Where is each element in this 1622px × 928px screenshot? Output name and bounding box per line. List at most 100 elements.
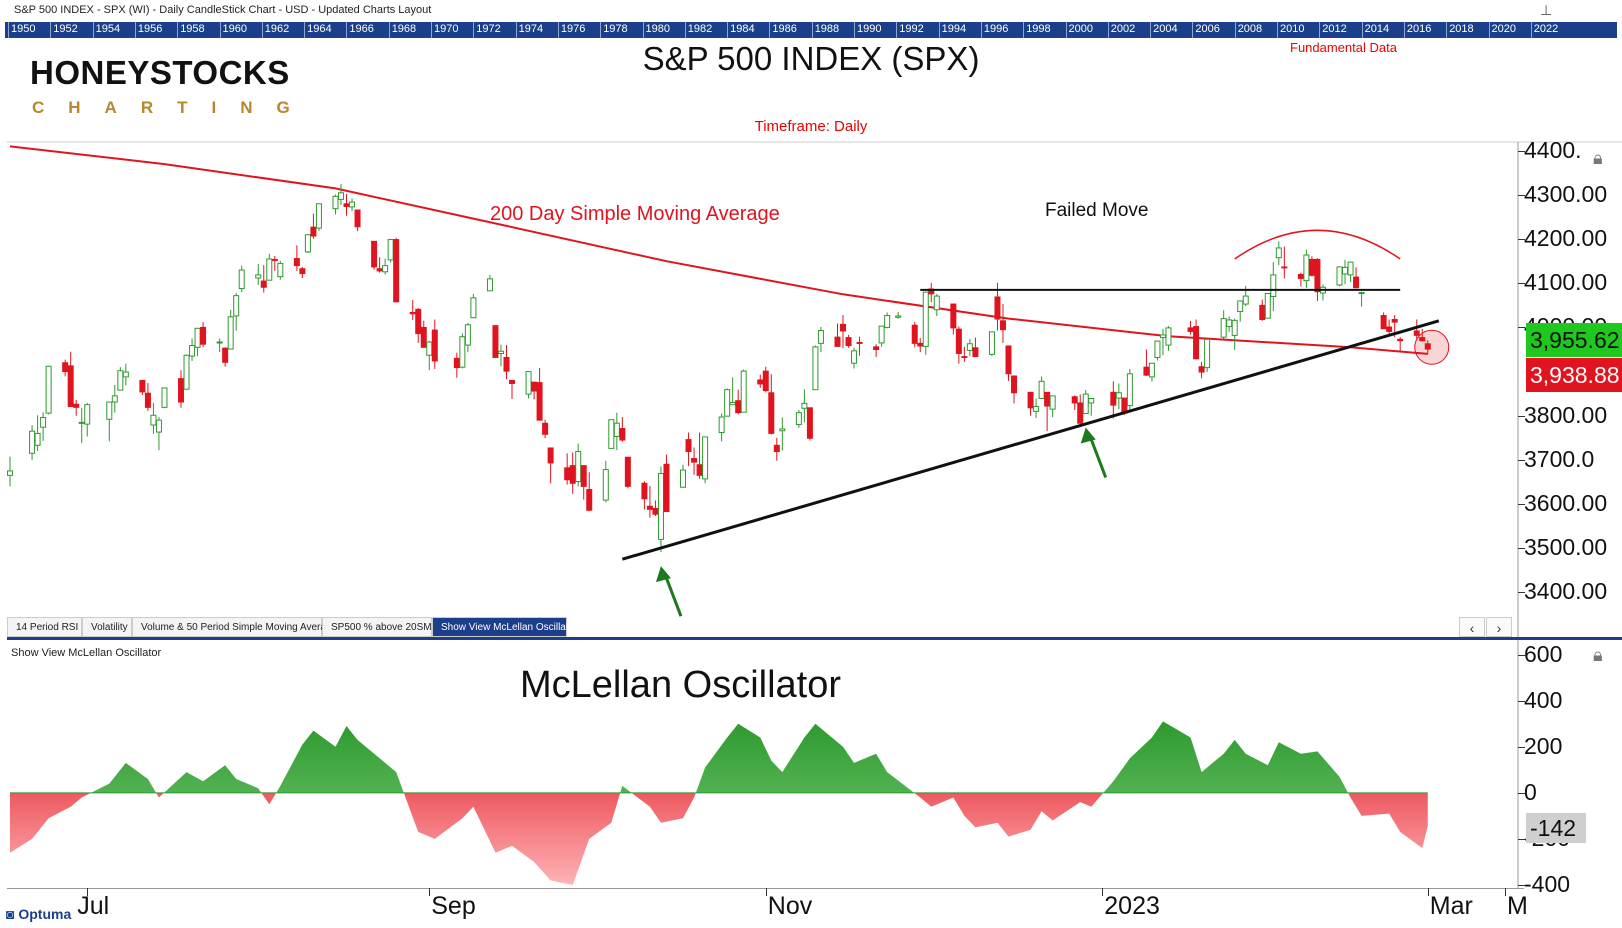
candle[interactable] <box>680 464 687 488</box>
candle[interactable] <box>1115 383 1122 410</box>
candle[interactable] <box>1154 340 1161 361</box>
year-label[interactable]: 1970 <box>434 23 459 35</box>
candle[interactable] <box>1220 310 1227 340</box>
candle[interactable] <box>691 447 698 475</box>
candle[interactable] <box>1342 259 1349 285</box>
candle[interactable] <box>117 367 124 391</box>
year-label[interactable]: 2020 <box>1491 23 1516 35</box>
candle[interactable] <box>382 258 389 275</box>
candle[interactable] <box>1226 316 1233 332</box>
year-label[interactable]: 2012 <box>1322 23 1347 35</box>
candle[interactable] <box>1308 256 1315 277</box>
candle[interactable] <box>724 388 731 417</box>
lock-icon[interactable]: 🔒︎ <box>1593 148 1603 168</box>
panel-divider[interactable] <box>7 637 1622 640</box>
candle[interactable] <box>67 351 74 407</box>
candle[interactable] <box>795 409 802 428</box>
year-label[interactable]: 2016 <box>1406 23 1432 35</box>
candle[interactable] <box>608 419 615 449</box>
candle[interactable] <box>817 326 824 353</box>
candle[interactable] <box>293 245 300 271</box>
candle[interactable] <box>988 331 995 357</box>
candle[interactable] <box>928 282 935 303</box>
candle[interactable] <box>1353 267 1360 289</box>
year-label[interactable]: 1978 <box>603 23 628 35</box>
candle[interactable] <box>503 345 510 380</box>
candle[interactable] <box>40 412 47 441</box>
candle[interactable] <box>459 333 466 369</box>
candle[interactable] <box>663 454 670 513</box>
candle[interactable] <box>431 319 438 369</box>
candle[interactable] <box>972 337 979 358</box>
year-label[interactable]: 1966 <box>349 23 374 35</box>
candle[interactable] <box>1038 376 1045 400</box>
candle[interactable] <box>873 344 880 358</box>
year-label[interactable]: 1968 <box>391 23 417 35</box>
year-label[interactable]: 1952 <box>53 23 78 35</box>
candle[interactable] <box>547 447 554 484</box>
candle[interactable] <box>757 374 764 388</box>
year-label[interactable]: 1992 <box>899 23 924 35</box>
indicator-tab[interactable]: Volatility <box>82 617 132 637</box>
candle[interactable] <box>773 437 780 461</box>
candle[interactable] <box>409 300 416 320</box>
candle[interactable] <box>492 325 499 358</box>
candle[interactable] <box>580 465 587 500</box>
candle[interactable] <box>840 315 847 349</box>
candle[interactable] <box>1187 320 1194 335</box>
candle[interactable] <box>106 401 113 442</box>
candle[interactable] <box>575 443 582 487</box>
candle[interactable] <box>183 354 190 390</box>
candle[interactable] <box>1386 319 1393 336</box>
candle[interactable] <box>1270 262 1277 312</box>
candle[interactable] <box>646 485 653 518</box>
candle[interactable] <box>1110 381 1117 419</box>
candle[interactable] <box>812 345 819 391</box>
year-label[interactable]: 2004 <box>1153 23 1178 35</box>
candle[interactable] <box>1303 249 1310 289</box>
candle[interactable] <box>856 336 863 356</box>
candle[interactable] <box>735 389 742 415</box>
candle[interactable] <box>1358 291 1365 307</box>
candle[interactable] <box>1264 292 1271 319</box>
year-label[interactable]: 1996 <box>983 23 1009 35</box>
candle[interactable] <box>470 293 477 319</box>
candle[interactable] <box>1380 312 1387 330</box>
candle[interactable] <box>315 203 322 232</box>
year-label[interactable]: 1958 <box>180 23 205 35</box>
candle[interactable] <box>255 263 262 286</box>
candle[interactable] <box>878 325 885 347</box>
candle[interactable] <box>299 266 306 278</box>
candle[interactable] <box>194 327 201 357</box>
candle[interactable] <box>260 265 267 293</box>
candle[interactable] <box>851 347 858 369</box>
year-label[interactable]: 2006 <box>1195 23 1220 35</box>
candle[interactable] <box>768 374 775 435</box>
candle[interactable] <box>1088 398 1095 416</box>
candle[interactable] <box>393 237 400 303</box>
year-label[interactable]: 1982 <box>687 23 713 35</box>
candle[interactable] <box>122 363 129 386</box>
year-label[interactable]: 2002 <box>1110 23 1136 35</box>
year-label[interactable]: 1954 <box>95 23 121 35</box>
candle[interactable] <box>387 239 394 263</box>
pin-icon[interactable]: ⊥ <box>1540 2 1553 18</box>
candle[interactable] <box>1347 261 1354 282</box>
year-label[interactable]: 1984 <box>730 23 755 35</box>
candle[interactable] <box>310 213 317 239</box>
candle[interactable] <box>895 311 902 319</box>
candle[interactable] <box>1314 258 1321 301</box>
candle[interactable] <box>1033 398 1040 418</box>
candle[interactable] <box>602 460 609 503</box>
candle[interactable] <box>453 352 460 378</box>
candle[interactable] <box>227 309 234 350</box>
year-label[interactable]: 1986 <box>772 23 797 35</box>
candle[interactable] <box>1198 361 1205 379</box>
candle[interactable] <box>271 255 278 271</box>
indicator-tab[interactable]: SP500 % above 20SMA <box>322 617 438 637</box>
candle[interactable] <box>73 399 80 416</box>
candle[interactable] <box>1077 394 1084 425</box>
year-label[interactable]: 1964 <box>307 23 332 35</box>
candle[interactable] <box>29 425 36 460</box>
